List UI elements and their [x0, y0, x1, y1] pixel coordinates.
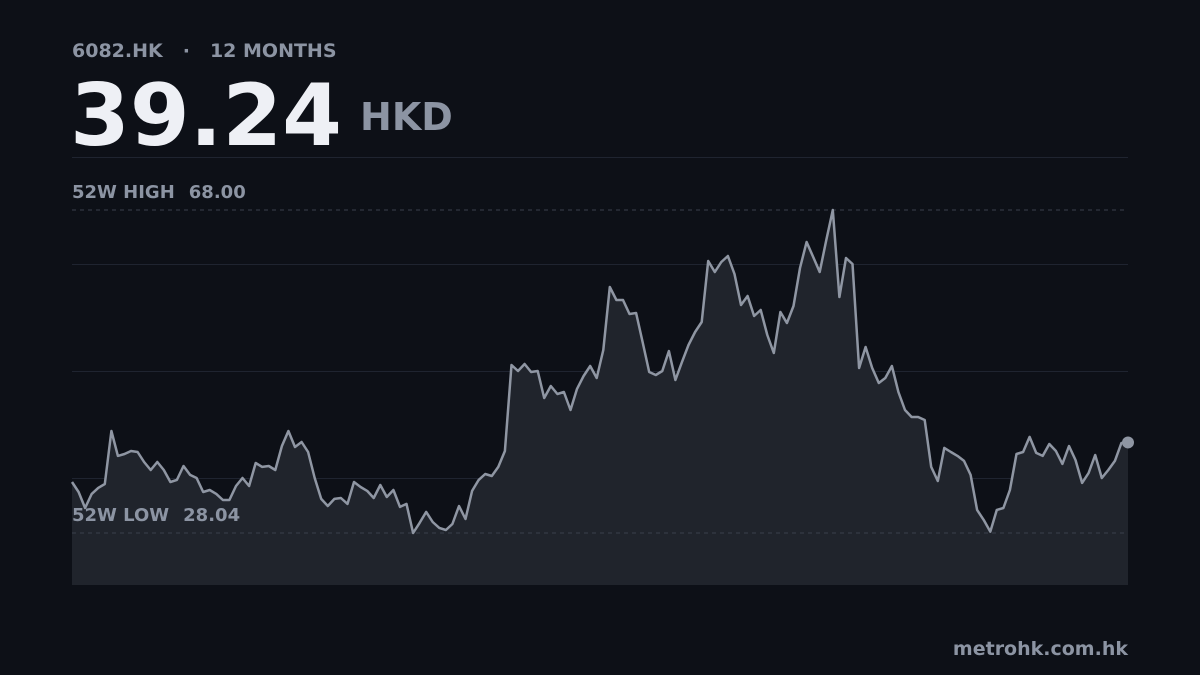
- last-point: [1122, 436, 1134, 449]
- plot: 52W HIGH 68.00 52W LOW 28.04: [70, 182, 1134, 585]
- currency: HKD: [360, 95, 453, 139]
- price: 39.24: [70, 66, 342, 166]
- header: 6082.HK · 12 MONTHS 39.24 HKD: [70, 40, 453, 166]
- low-label: 52W LOW: [72, 505, 169, 526]
- area: [72, 210, 1128, 585]
- high-value: 68.00: [189, 182, 246, 203]
- separator: ·: [183, 40, 190, 62]
- high-label: 52W HIGH: [72, 182, 175, 203]
- period: 12 MONTHS: [210, 40, 337, 62]
- low-value: 28.04: [183, 505, 240, 526]
- price-line: [70, 208, 1129, 535]
- source: metrohk.com.hk: [953, 638, 1128, 660]
- symbol: 6082.HK: [72, 40, 164, 62]
